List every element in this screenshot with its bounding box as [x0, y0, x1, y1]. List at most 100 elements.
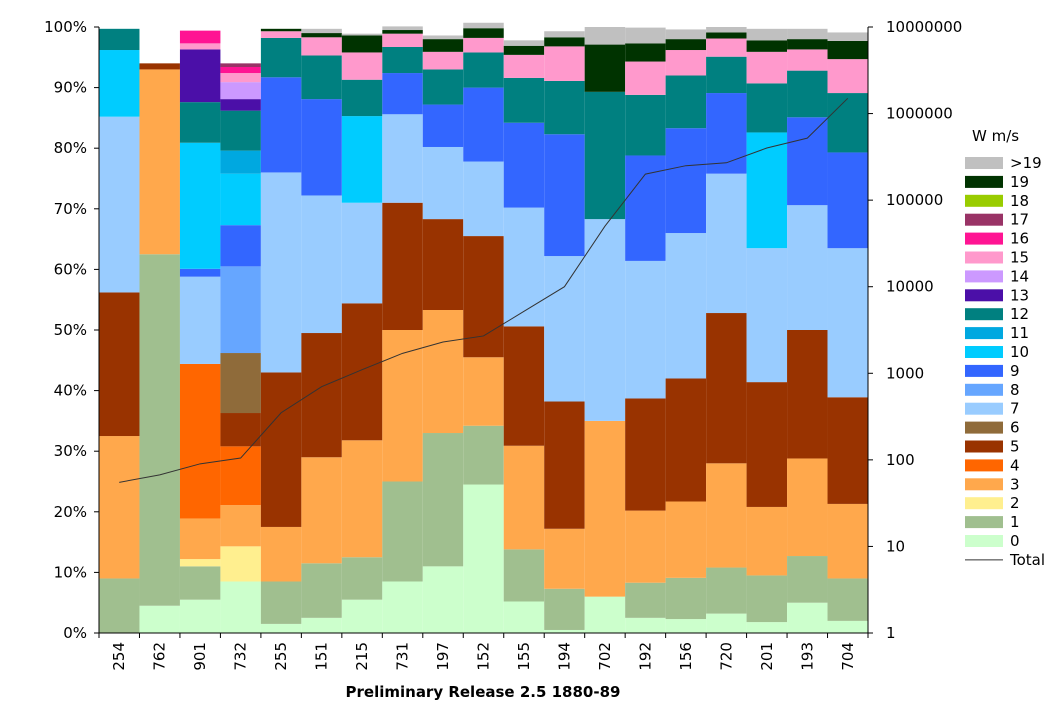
bar-segment-201-w10: [746, 132, 788, 249]
bar-segment-192-w0: [625, 617, 666, 633]
bar-segment-197-w15: [422, 51, 464, 70]
bar-segment-193-w19: [787, 39, 828, 50]
legend-label-w10: 10: [1010, 343, 1029, 361]
category-label-194: 194: [555, 642, 573, 671]
bar-segment-731-w9: [382, 73, 423, 115]
bar-segment-152-w5: [463, 236, 504, 358]
y-left-tick-label: 0%: [63, 624, 87, 642]
legend-label-w17: 17: [1010, 211, 1029, 229]
bar-segment-152-w15: [463, 37, 504, 53]
bar-segment-193-w0: [787, 602, 828, 633]
bar-segment-731-w>19: [382, 26, 423, 31]
bar-segment-704-w1: [827, 578, 868, 621]
bar-segment-192-w1: [625, 582, 666, 618]
bar-segment-194-w5: [544, 401, 585, 529]
bar-segment-197-w5: [422, 219, 464, 311]
bar-segment-193-w9: [787, 117, 828, 206]
category-label-255: 255: [272, 642, 290, 671]
bar-segment-201-w12: [746, 83, 788, 133]
bar-segment-732-w2: [220, 546, 261, 582]
legend-swatch-w2: [965, 497, 1003, 510]
bar-segment-215-w0: [341, 599, 383, 633]
x-axis-title: Preliminary Release 2.5 1880-89: [346, 683, 621, 701]
legend-label-w1: 1: [1010, 513, 1020, 531]
bar-segment-901-w16: [179, 30, 221, 44]
bar-segment-193-w15: [787, 49, 828, 71]
category-label-702: 702: [596, 642, 614, 671]
bar-segment-197-w7: [422, 146, 464, 220]
bar-segment-201-w7: [746, 248, 788, 383]
legend-label-w18: 18: [1010, 192, 1029, 210]
bar-segment-720-w15: [706, 38, 747, 57]
legend-label-w9: 9: [1010, 362, 1020, 380]
legend-swatch-w7: [965, 402, 1003, 415]
bar-segment-192-w12: [625, 94, 666, 156]
bar-segment-901-w15: [179, 43, 221, 50]
legend-label-w6: 6: [1010, 419, 1020, 437]
bar-segment-155-w0: [503, 601, 545, 633]
bar-segment-762-w0: [139, 605, 180, 633]
bar-segment-901-w12: [179, 102, 221, 143]
bar-segment-732-w17: [220, 63, 261, 67]
bar-segment-201-w>19: [746, 28, 788, 41]
category-label-732: 732: [232, 642, 250, 671]
legend: W m/s >19191817161514131211109876543210T…: [965, 127, 1045, 569]
legend-swatch-w14: [965, 270, 1003, 283]
bar-segment-255-w0: [260, 623, 302, 633]
bar-segment-156-w7: [665, 233, 707, 379]
bar-segment-702-w0: [584, 596, 626, 633]
legend-swatch-w11: [965, 327, 1003, 340]
bar-segment-720-w3: [706, 463, 747, 568]
bar-segment-731-w7: [382, 114, 423, 203]
bar-segment-155-w1: [503, 549, 545, 602]
bar-segment-197-w0: [422, 566, 464, 633]
y-right-tick-label: 100000: [886, 191, 943, 209]
bar-segment-732-w10: [220, 173, 261, 226]
y-left-tick-label: 80%: [54, 139, 87, 157]
category-label-201: 201: [758, 642, 776, 671]
bar-segment-197-w12: [422, 69, 464, 105]
y-left-tick-label: 50%: [54, 321, 87, 339]
bar-segment-255-w15: [260, 31, 302, 38]
bar-segment-215-w15: [341, 52, 383, 80]
category-label-720: 720: [717, 642, 735, 671]
bar-segment-155-w3: [503, 445, 545, 550]
bar-segment-704-w3: [827, 503, 868, 579]
y-right-tick-label: 10000: [886, 278, 934, 296]
bar-segment-255-w5: [260, 372, 302, 527]
bar-segment-155-w5: [503, 326, 545, 446]
y-right-tick-label: 1000: [886, 364, 924, 382]
bar-segment-151-w7: [301, 195, 342, 334]
legend-label-w14: 14: [1010, 267, 1029, 285]
bar-segment-151-w19: [301, 33, 342, 38]
bar-segment-732-w11: [220, 150, 261, 174]
bar-segment-152-w>19: [463, 22, 504, 29]
bar-segment-151-w3: [301, 457, 342, 564]
y-left-tick-label: 30%: [54, 442, 87, 460]
category-label-156: 156: [677, 642, 695, 671]
bar-segment-155-w15: [503, 54, 545, 78]
legend-swatch-w9: [965, 364, 1003, 377]
bar-segment-194-w0: [544, 629, 585, 633]
category-label-192: 192: [636, 642, 654, 671]
bar-segment-762-w1: [139, 254, 180, 606]
bar-segment-901-w1: [179, 566, 221, 600]
bar-segment-255-w3: [260, 526, 302, 582]
bar-segment-192-w5: [625, 398, 666, 511]
category-label-152: 152: [475, 642, 493, 671]
bar-segment-155-w12: [503, 77, 545, 123]
bar-segment-156-w5: [665, 378, 707, 502]
bar-segment-731-w0: [382, 581, 423, 633]
bar-segment-201-w1: [746, 575, 788, 623]
category-label-704: 704: [839, 642, 857, 671]
bar-segment-152-w0: [463, 484, 504, 633]
bar-segment-254-w5: [99, 292, 140, 437]
bar-segment-254-w1: [99, 578, 140, 633]
bar-segment-152-w1: [463, 425, 504, 485]
bar-segment-215-w5: [341, 303, 383, 441]
bar-segment-732-w14: [220, 82, 261, 100]
legend-label-w8: 8: [1010, 381, 1020, 399]
y-right-tick-label: 10000000: [886, 18, 962, 36]
bar-segment-151-w0: [301, 617, 342, 633]
legend-label-w12: 12: [1010, 305, 1029, 323]
